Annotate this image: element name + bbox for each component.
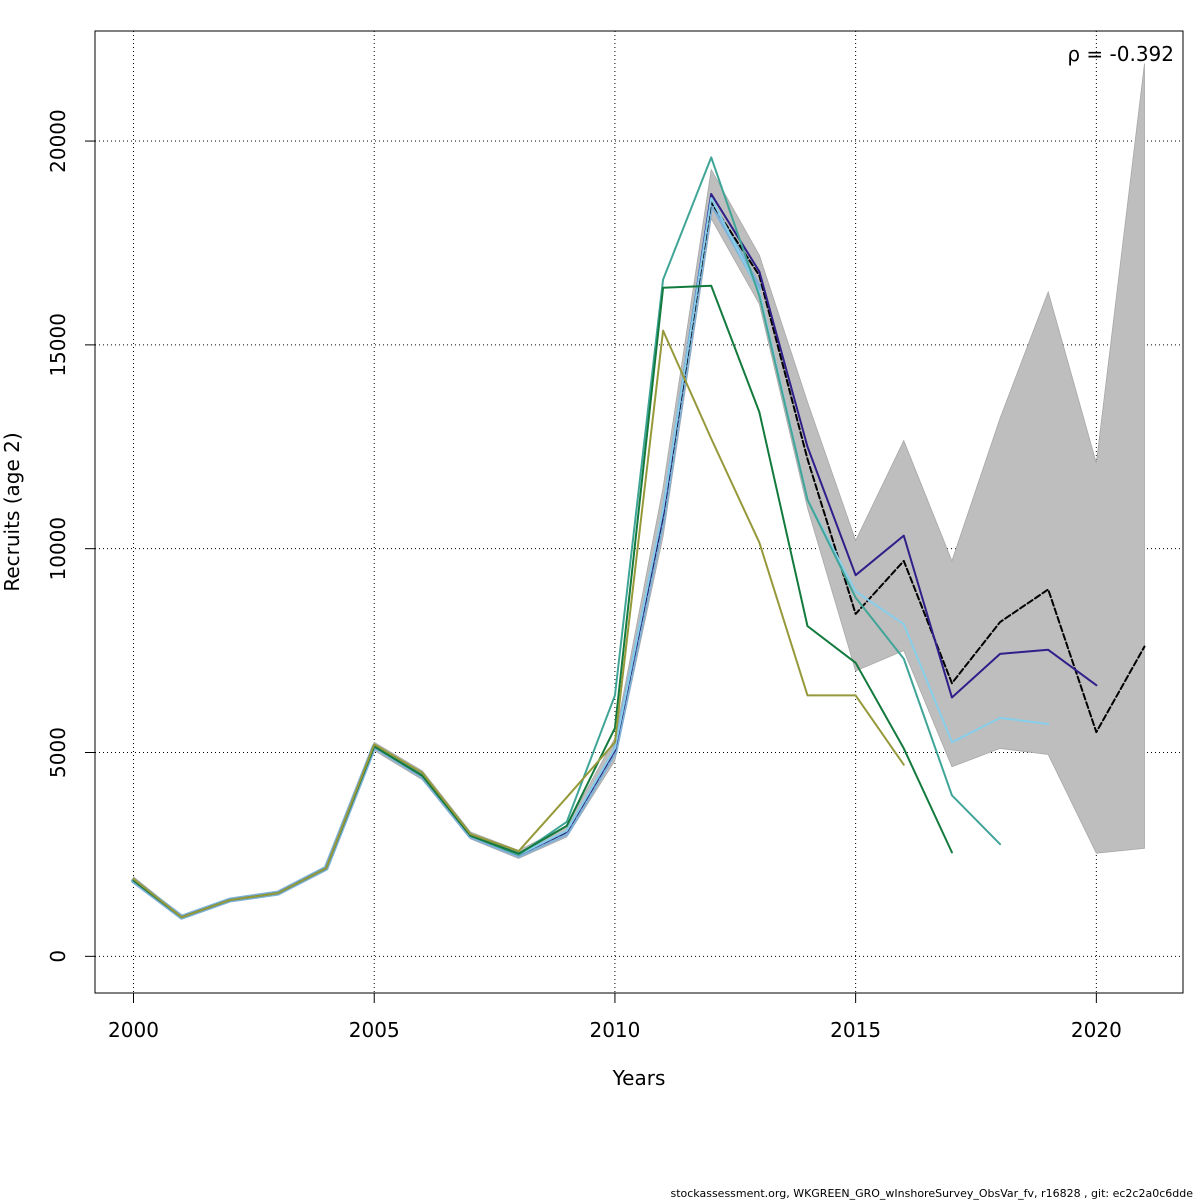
series-line-1 [131,199,762,920]
y-tick-label: 15000 [46,313,70,377]
y-tick-label: 20000 [46,109,70,173]
y-axis-ticks: 0 5000 10000 15000 20000 [46,109,95,963]
series-lines-layer [131,156,1146,920]
plot-frame [94,30,1184,994]
x-axis-title: Years [612,1066,666,1090]
x-tick-label: 2020 [1071,1018,1122,1042]
footer-note: stockassessment.org, WKGREEN_GRO_wInshor… [670,1187,1193,1200]
y-tick-label: 0 [46,950,70,963]
x-axis-ticks: 2000 2005 2010 2015 2020 [108,993,1122,1042]
x-tick-label: 2015 [830,1018,881,1042]
x-tick-label: 2005 [349,1018,400,1042]
series-line-7 [132,329,905,919]
series-line-6 [132,284,953,919]
x-tick-label: 2000 [108,1018,159,1042]
y-tick-label: 5000 [46,727,70,778]
rho-annotation: ρ = -0.392 [1067,42,1174,66]
x-tick-label: 2010 [589,1018,640,1042]
y-axis-title: Recruits (age 2) [0,432,24,591]
y-tick-label: 10000 [46,517,70,581]
